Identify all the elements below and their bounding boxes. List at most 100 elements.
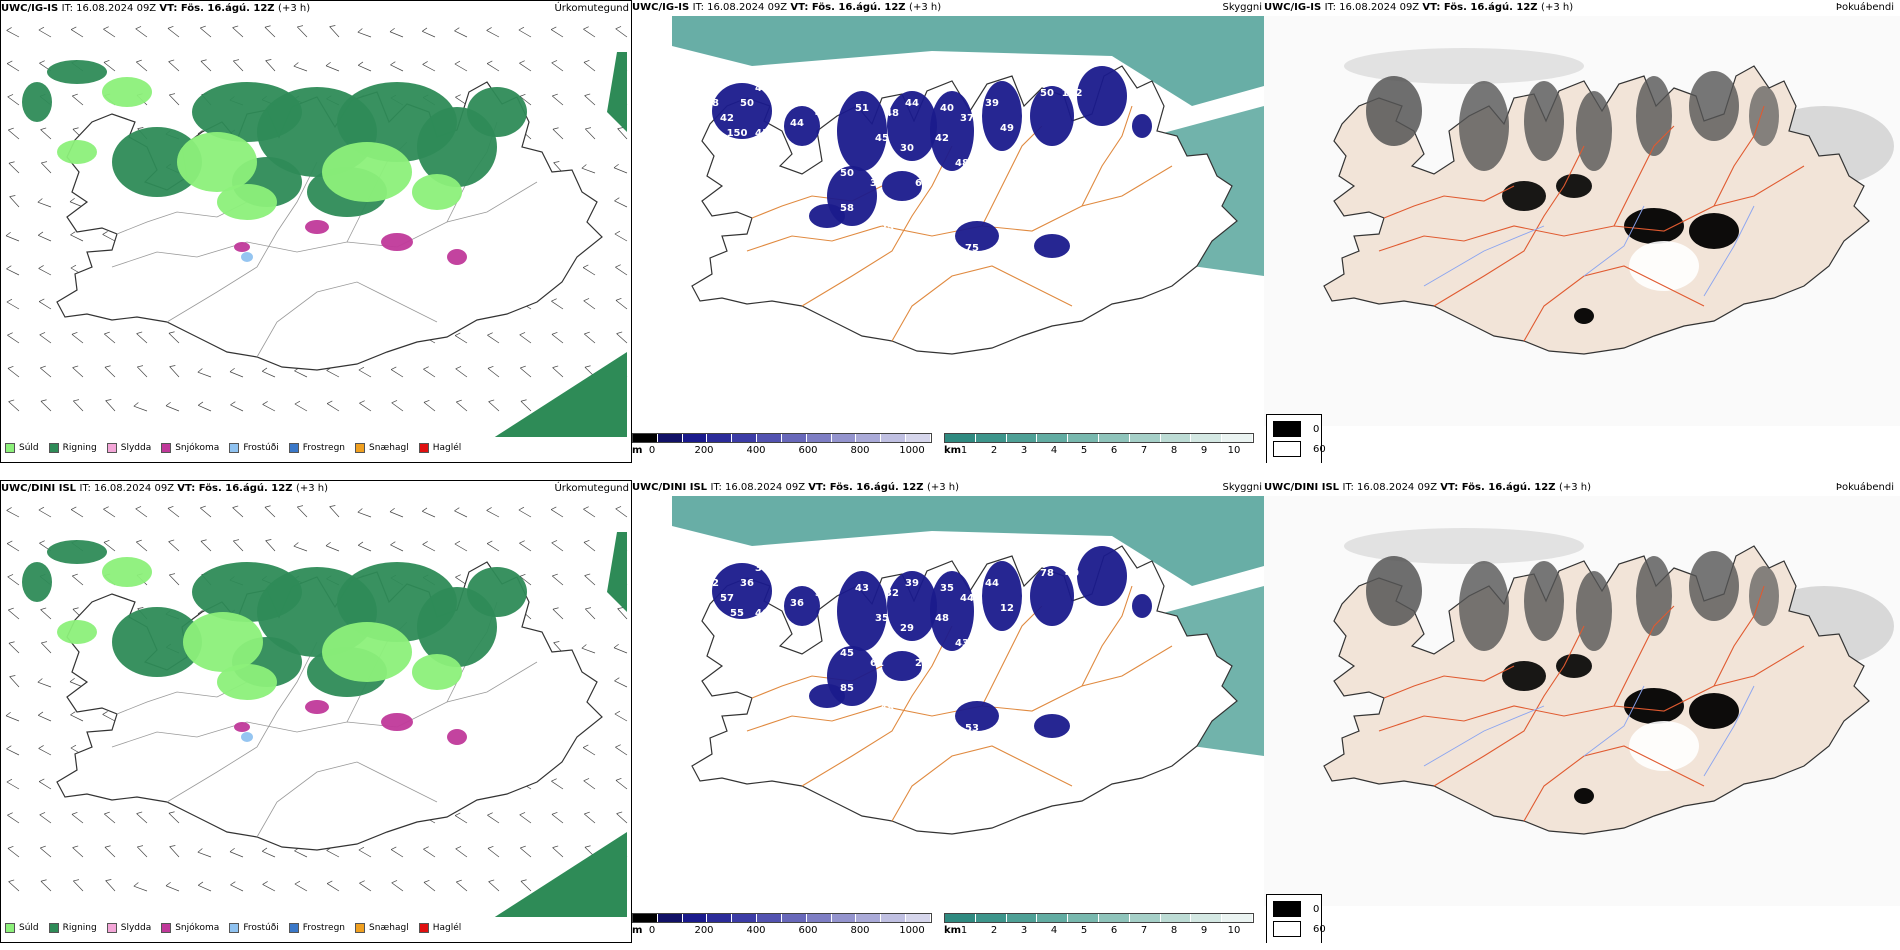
fog-map[interactable] bbox=[1264, 496, 1900, 906]
wind-barb bbox=[487, 365, 500, 378]
drizzle-area bbox=[322, 622, 412, 682]
cloud-base-value: 42 bbox=[910, 718, 924, 729]
road bbox=[801, 145, 953, 307]
vt-label: VT: bbox=[790, 2, 812, 13]
wind-barb bbox=[454, 812, 468, 824]
precip-legend-item: Rigning bbox=[48, 923, 97, 933]
road bbox=[1081, 585, 1133, 687]
legend-color-cell bbox=[657, 434, 683, 442]
drizzle-area bbox=[217, 184, 277, 220]
wind-barb bbox=[552, 365, 564, 378]
road bbox=[891, 265, 1073, 342]
cloud-base-value: 48 bbox=[955, 158, 969, 169]
wind-barb bbox=[6, 27, 20, 38]
wind-barb bbox=[359, 880, 372, 892]
wind-barb bbox=[422, 61, 436, 72]
wind-barb bbox=[8, 879, 20, 892]
lead-time: (+3 h) bbox=[909, 2, 942, 13]
wind-barb bbox=[41, 641, 52, 654]
river bbox=[1583, 205, 1645, 277]
legend-color-cell bbox=[831, 434, 857, 442]
wind-barb bbox=[584, 93, 596, 106]
vt-label: VT: bbox=[1422, 2, 1444, 13]
wind-barb bbox=[390, 61, 404, 72]
it-label: IT: bbox=[692, 2, 708, 13]
panel-header: UWC/IG-IS IT: 16.08.2024 09Z VT: Fös. 16… bbox=[1264, 0, 1900, 16]
wind-barb bbox=[264, 25, 276, 38]
wind-barb bbox=[200, 539, 212, 552]
precip-type-map[interactable] bbox=[1, 497, 631, 917]
road bbox=[256, 281, 438, 358]
rain-area bbox=[467, 567, 527, 617]
cloud-base-value: 44 bbox=[960, 593, 974, 604]
cloud-base-value: 42 bbox=[935, 133, 949, 144]
fog-swatch-low bbox=[1273, 901, 1301, 917]
model-name: UWC/DINI ISL bbox=[1264, 482, 1343, 493]
snow-area bbox=[447, 249, 467, 265]
cloud-base-value: 50 bbox=[840, 168, 854, 179]
wind-barb bbox=[135, 506, 148, 518]
wind-barb bbox=[552, 607, 564, 620]
vt-label: VT: bbox=[808, 482, 830, 493]
road bbox=[1433, 625, 1585, 787]
wind-barb bbox=[229, 847, 244, 858]
legend-tick: 2 bbox=[990, 925, 998, 936]
precip-legend-label: Snæhagl bbox=[369, 443, 409, 453]
cloud-base-value: 49 bbox=[1025, 623, 1039, 634]
wind-barb bbox=[103, 539, 116, 552]
wind-barb bbox=[423, 879, 436, 892]
cloud-base-value: 35 bbox=[940, 583, 954, 594]
legend-color-cell bbox=[881, 914, 907, 922]
legend-color-cell bbox=[1160, 914, 1192, 922]
precip-type-map[interactable] bbox=[1, 17, 631, 437]
cloud-base-value: 131 bbox=[1122, 208, 1143, 219]
wind-barb bbox=[168, 811, 180, 824]
precip-legend-item: Frostregn bbox=[288, 923, 345, 933]
dense-fog-area bbox=[1574, 788, 1594, 804]
wind-barb bbox=[7, 845, 20, 858]
wind-barb bbox=[168, 539, 180, 552]
wind-barb bbox=[519, 93, 532, 106]
low-cloud-area bbox=[1077, 66, 1127, 126]
cloud-base-value: 45 bbox=[945, 188, 959, 199]
legend-color-cell bbox=[975, 914, 1007, 922]
wind-barb bbox=[133, 882, 148, 892]
road bbox=[111, 181, 538, 268]
wind-barb bbox=[136, 811, 148, 824]
fog-swatch-high bbox=[1273, 441, 1301, 457]
wind-barb bbox=[167, 25, 180, 38]
low-cloud-area bbox=[1132, 594, 1152, 618]
wind-barb bbox=[358, 846, 372, 858]
freezing-drizzle-area bbox=[241, 252, 253, 262]
legend-color-cell bbox=[1037, 434, 1069, 442]
wind-barb bbox=[8, 161, 20, 174]
precip-legend-item: Frostregn bbox=[288, 443, 345, 453]
it-value: 16.08.2024 09Z bbox=[94, 483, 178, 494]
cloud-base-value: 45 bbox=[840, 648, 854, 659]
precip-type-legend: Súld Rigning Slydda Snjókoma Frostúði Frostre… bbox=[5, 920, 461, 936]
cloud-base-value: 41 bbox=[1135, 163, 1149, 174]
cloud-base-value: 37 bbox=[960, 113, 974, 124]
cloud-base-value: 47 bbox=[1065, 253, 1079, 264]
wind-barb bbox=[6, 60, 20, 72]
road bbox=[1378, 645, 1805, 732]
fog-map[interactable] bbox=[1264, 16, 1900, 426]
road bbox=[1378, 165, 1805, 252]
drizzle-area bbox=[412, 174, 462, 210]
wind-barb bbox=[582, 264, 596, 276]
dense-fog-area bbox=[1689, 213, 1739, 249]
legend-color-cell bbox=[707, 914, 733, 922]
precip-type-panel: UWC/DINI ISL IT: 16.08.2024 09Z VT: Fös.… bbox=[0, 480, 632, 943]
precip-legend-swatch bbox=[106, 443, 117, 453]
wind-barb bbox=[38, 745, 52, 756]
fog-area bbox=[1459, 81, 1509, 171]
low-cloud-area bbox=[784, 586, 820, 626]
low-cloud-area bbox=[712, 563, 772, 619]
low-cloud-area bbox=[1030, 566, 1074, 626]
legend-color-cell bbox=[1006, 914, 1038, 922]
vt-label: VT: bbox=[177, 483, 199, 494]
wind-barb bbox=[38, 298, 52, 310]
road bbox=[1713, 585, 1765, 687]
